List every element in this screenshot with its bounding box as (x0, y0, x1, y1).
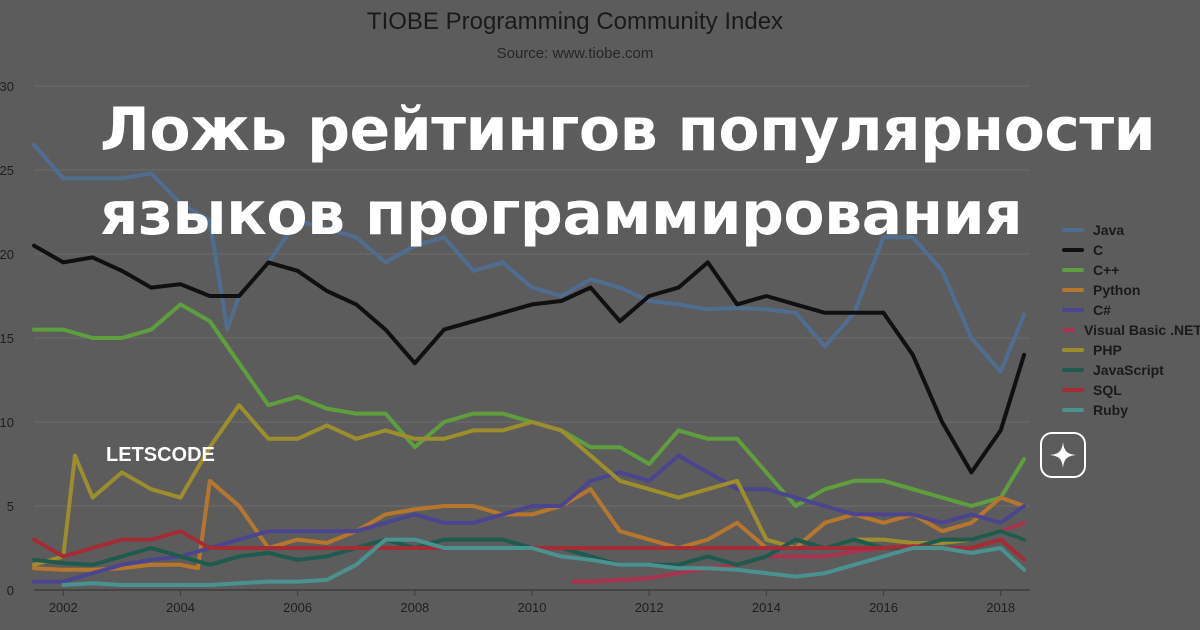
legend-item[interactable]: SQL (1062, 380, 1200, 400)
legend-swatch (1062, 228, 1084, 232)
legend-label: PHP (1093, 342, 1122, 358)
legend-label: C# (1093, 302, 1111, 318)
series-line (32, 403, 1027, 567)
legend-label: SQL (1093, 382, 1122, 398)
series-line (61, 537, 1027, 587)
sparkle-star-icon[interactable] (1040, 432, 1086, 478)
legend-swatch (1062, 248, 1084, 252)
legend-swatch (1062, 288, 1084, 292)
legend-label: Ruby (1093, 402, 1128, 418)
x-tick-label: 2016 (869, 600, 898, 615)
legend-swatch (1062, 368, 1084, 372)
legend-item[interactable]: Visual Basic .NET (1062, 320, 1200, 340)
legend-swatch (1062, 308, 1084, 312)
y-tick-label: 30 (0, 79, 14, 94)
x-tick-label: 2012 (635, 600, 664, 615)
headline: Ложь рейтингов популярности языков прогр… (100, 88, 1160, 256)
series-line (32, 243, 1027, 475)
legend-item[interactable]: C++ (1062, 260, 1200, 280)
x-tick-label: 2004 (166, 600, 195, 615)
y-tick-label: 5 (7, 499, 14, 514)
headline-line-2: языков программирования (100, 179, 1023, 249)
legend-swatch (1062, 268, 1084, 272)
chart-title: TIOBE Programming Community Index (366, 8, 784, 35)
legend-swatch (1062, 348, 1084, 352)
x-tick-label: 2008 (400, 600, 429, 615)
legend-label: Java (1093, 222, 1125, 238)
y-tick-label: 0 (7, 583, 14, 598)
x-tick-label: 2010 (518, 600, 547, 615)
legend-label: Visual Basic .NET (1083, 322, 1200, 338)
legend-item[interactable]: C (1062, 240, 1200, 260)
y-tick-label: 15 (0, 331, 14, 346)
legend-label: JavaScript (1093, 362, 1164, 378)
x-tick-label: 2014 (752, 600, 781, 615)
series-line (32, 453, 1027, 584)
y-tick-label: 10 (0, 415, 14, 430)
legend-label: C++ (1093, 262, 1120, 278)
legend-swatch (1062, 388, 1084, 392)
legend-item[interactable]: JavaScript (1062, 360, 1200, 380)
series-line (32, 302, 1027, 508)
brand-name: LETSCODE (106, 444, 215, 466)
chart-legend: Java C C++ Python C# Visual Basic .NET PHP Java… (1062, 220, 1200, 420)
series-line (32, 142, 1027, 374)
legend-item[interactable]: PHP (1062, 340, 1200, 360)
legend-label: Python (1093, 282, 1141, 298)
y-tick-label: 25 (0, 163, 14, 178)
legend-item[interactable]: Ruby (1062, 400, 1200, 420)
sparkle-star-glyph (1050, 442, 1076, 468)
chart-subtitle: Source: www.tiobe.com (496, 45, 654, 62)
legend-swatch (1062, 408, 1084, 412)
y-tick-label: 20 (0, 247, 14, 262)
legend-item[interactable]: Java (1062, 220, 1200, 240)
headline-line-1: Ложь рейтингов популярности (100, 95, 1156, 165)
legend-item[interactable]: Python (1062, 280, 1200, 300)
legend-item[interactable]: C# (1062, 300, 1200, 320)
legend-label: C (1093, 242, 1104, 258)
legend-swatch (1062, 328, 1075, 332)
x-tick-label: 2018 (986, 600, 1015, 615)
x-tick-label: 2006 (283, 600, 312, 615)
x-tick-label: 2002 (49, 600, 78, 615)
